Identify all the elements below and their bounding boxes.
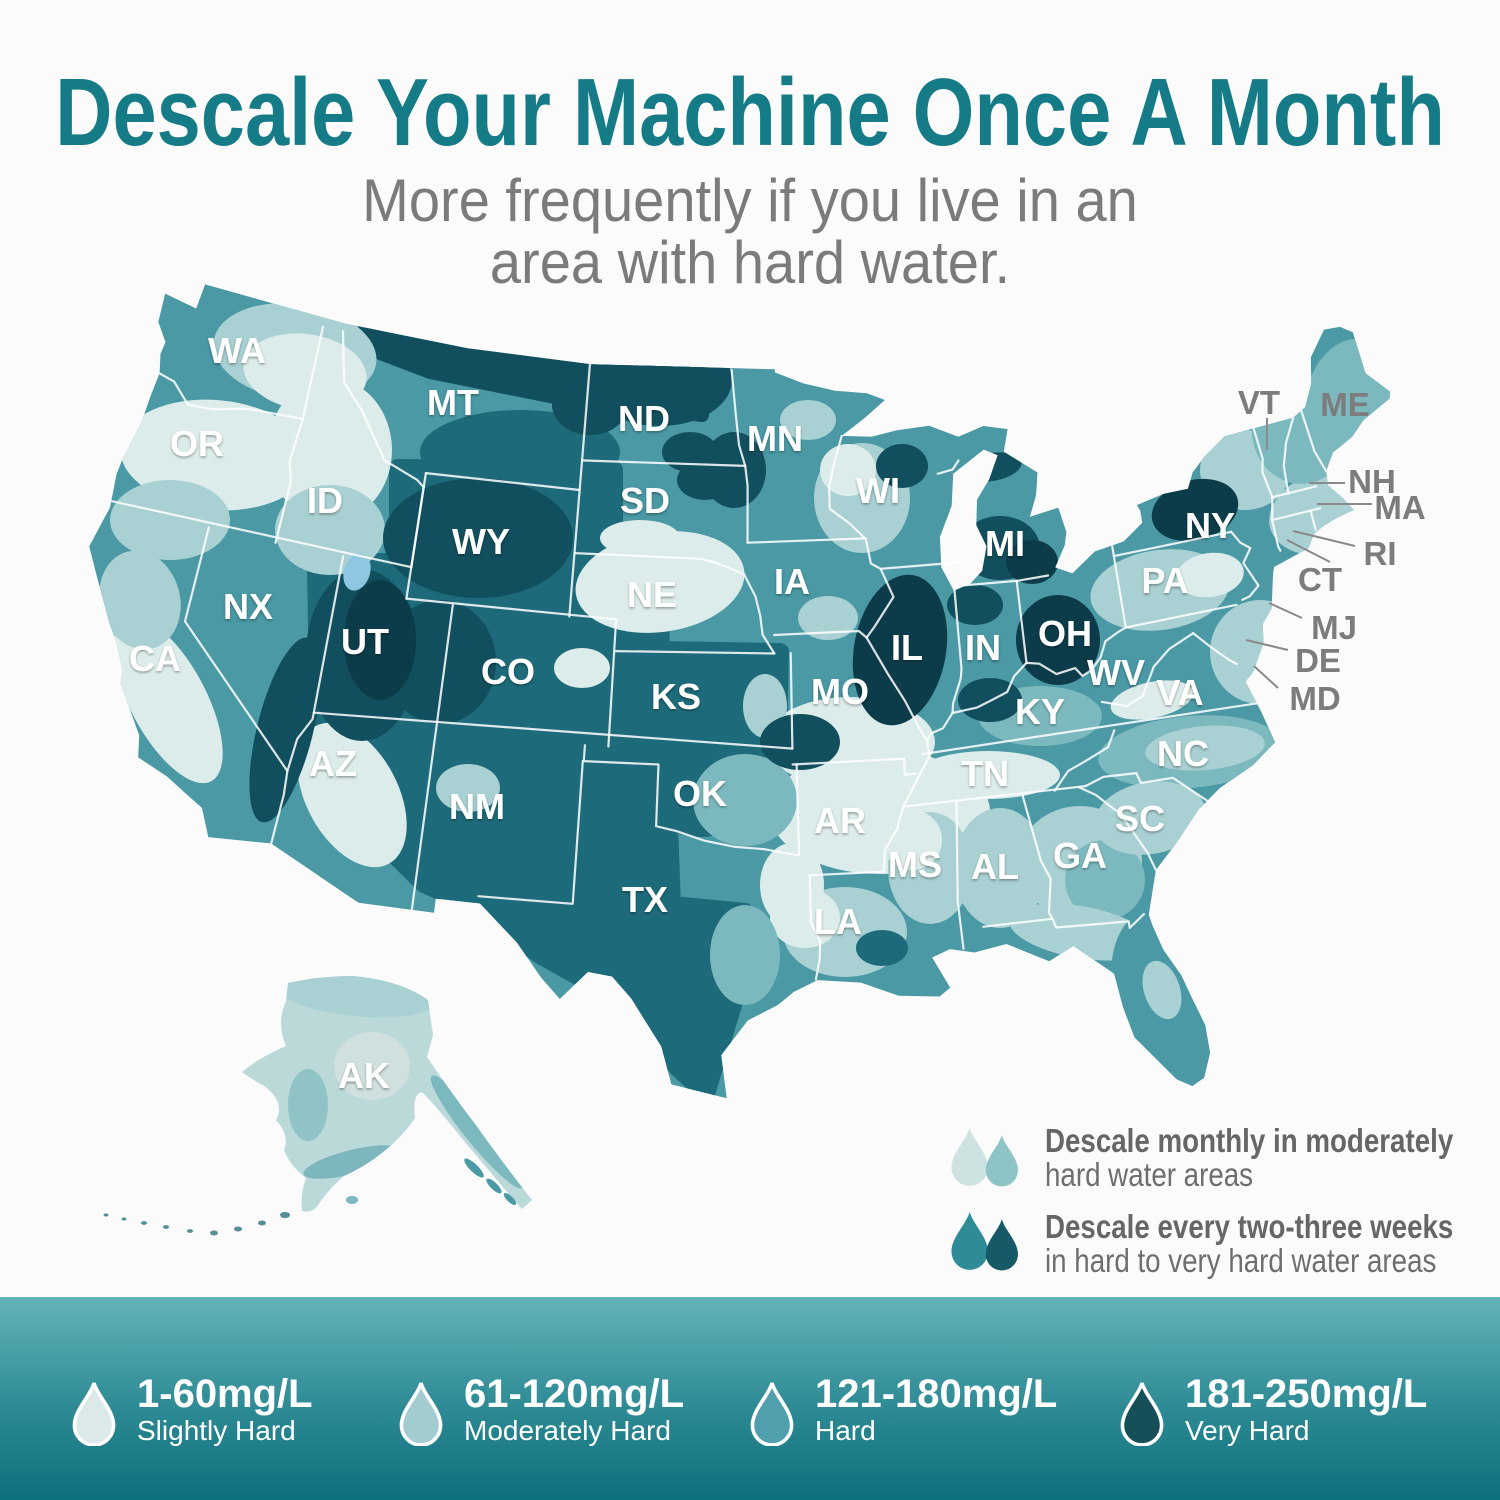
svg-text:MA: MA [1374,489,1425,526]
svg-text:ND: ND [618,398,670,439]
svg-text:VT: VT [1238,384,1280,421]
svg-text:OK: OK [673,773,727,814]
svg-text:IA: IA [774,561,810,602]
svg-text:MT: MT [427,382,479,423]
svg-text:WA: WA [208,330,266,371]
svg-text:KS: KS [651,676,701,717]
svg-text:NH: NH [1348,463,1396,500]
svg-text:AZ: AZ [309,743,357,784]
svg-text:AK: AK [338,1055,390,1096]
svg-text:NE: NE [627,574,677,615]
svg-text:WV: WV [1087,652,1145,693]
svg-text:NM: NM [449,786,505,827]
svg-text:MO: MO [811,671,869,712]
svg-text:PA: PA [1141,560,1188,601]
svg-text:NC: NC [1157,733,1209,774]
svg-text:SC: SC [1115,798,1165,839]
svg-text:RI: RI [1364,535,1397,572]
svg-text:SD: SD [620,480,670,521]
svg-text:MS: MS [888,844,942,885]
svg-text:VA: VA [1156,672,1203,713]
svg-text:OH: OH [1038,613,1092,654]
svg-text:IN: IN [965,627,1001,668]
svg-text:MJ: MJ [1311,609,1357,646]
svg-text:DE: DE [1295,642,1341,679]
svg-text:ID: ID [307,480,343,521]
svg-text:CO: CO [481,651,535,692]
svg-text:TN: TN [961,753,1009,794]
svg-text:AR: AR [814,800,866,841]
svg-text:AL: AL [971,846,1019,887]
svg-text:CA: CA [129,638,181,679]
svg-text:IL: IL [891,627,923,668]
svg-text:TX: TX [622,879,668,920]
svg-text:LA: LA [814,901,862,942]
svg-text:MN: MN [747,418,803,459]
svg-text:MI: MI [985,523,1025,564]
svg-text:KY: KY [1015,691,1065,732]
svg-text:CT: CT [1298,561,1342,598]
svg-text:UT: UT [341,621,389,662]
svg-text:NX: NX [223,586,273,627]
svg-text:OR: OR [170,423,224,464]
svg-text:GA: GA [1053,835,1107,876]
svg-text:WI: WI [856,470,900,511]
svg-text:MD: MD [1289,680,1340,717]
svg-text:ME: ME [1320,386,1370,423]
svg-text:NY: NY [1185,505,1235,546]
svg-text:WY: WY [452,521,510,562]
